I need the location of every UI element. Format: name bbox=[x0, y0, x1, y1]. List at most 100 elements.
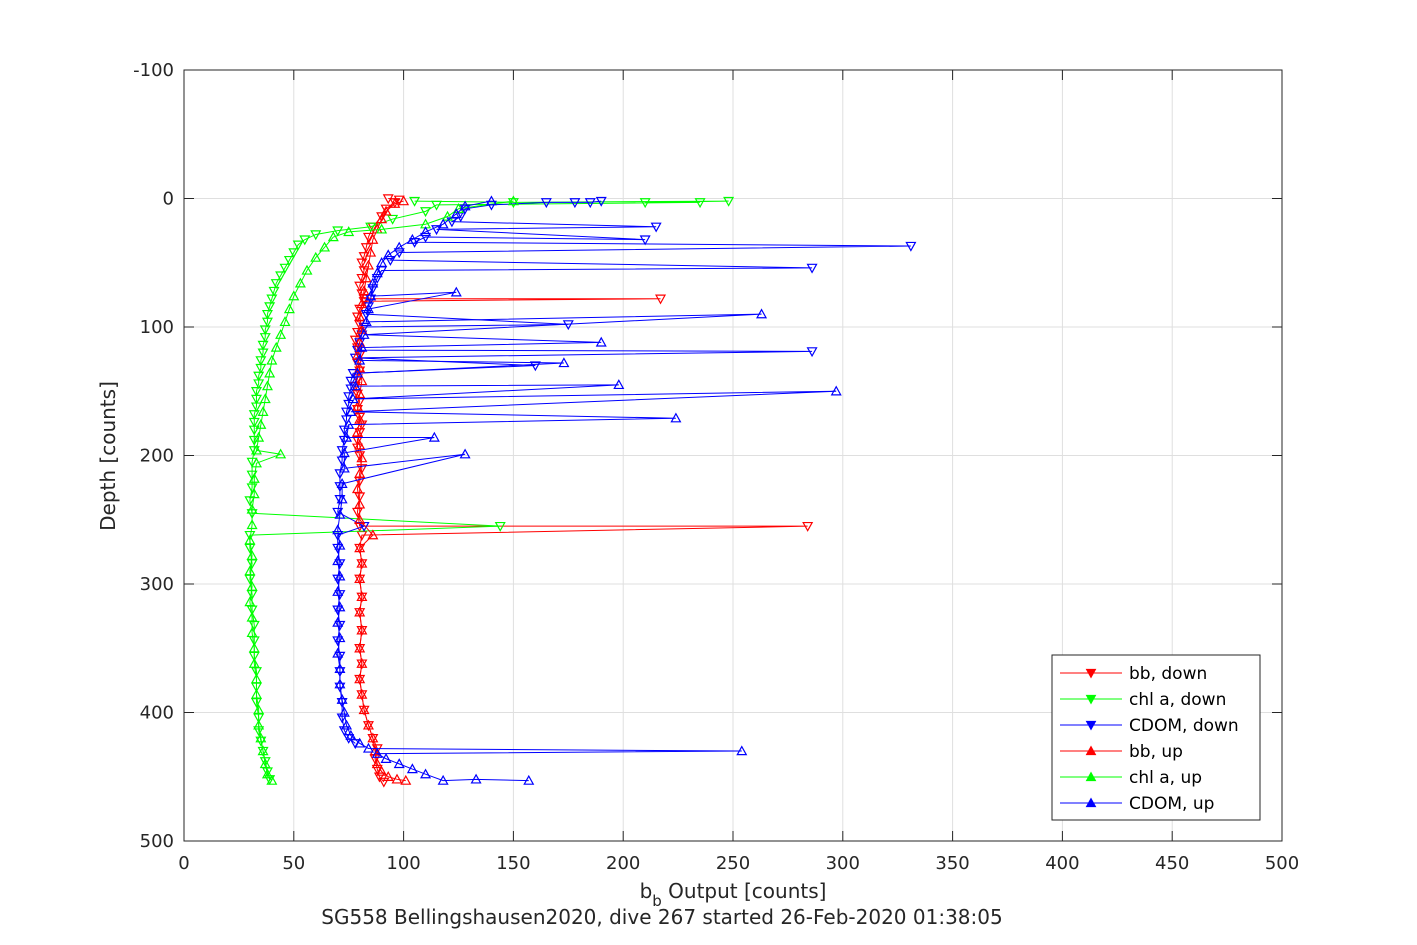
data-point bbox=[248, 425, 260, 436]
data-point bbox=[354, 354, 366, 365]
data-point bbox=[349, 380, 361, 391]
data-point bbox=[253, 379, 265, 390]
data-point bbox=[266, 774, 278, 785]
data-point bbox=[248, 410, 260, 421]
data-point bbox=[393, 248, 405, 259]
data-point bbox=[266, 294, 278, 305]
data-point bbox=[294, 277, 306, 288]
data-point bbox=[334, 632, 346, 643]
data-point bbox=[806, 347, 818, 358]
data-point bbox=[371, 764, 383, 775]
data-point bbox=[288, 290, 300, 301]
data-point bbox=[391, 773, 403, 784]
data-point bbox=[406, 233, 418, 244]
data-point bbox=[354, 439, 366, 450]
data-point bbox=[244, 565, 256, 576]
data-point bbox=[250, 387, 262, 397]
x-tick-label: 50 bbox=[282, 853, 305, 874]
data-point bbox=[384, 255, 396, 266]
data-point bbox=[356, 420, 368, 431]
data-point bbox=[354, 388, 366, 399]
x-tick-label: 250 bbox=[716, 853, 750, 874]
data-point bbox=[244, 530, 256, 541]
data-point bbox=[253, 704, 265, 715]
data-point bbox=[261, 768, 273, 779]
x-axis-label-rest: Output [counts] bbox=[662, 879, 827, 903]
data-point bbox=[336, 693, 348, 704]
data-point bbox=[409, 196, 421, 207]
data-point bbox=[378, 777, 390, 788]
data-point bbox=[371, 267, 383, 278]
data-point bbox=[275, 448, 287, 459]
data-point bbox=[354, 310, 366, 321]
y-tick-label: 500 bbox=[140, 831, 174, 852]
data-point bbox=[393, 758, 405, 769]
data-point bbox=[332, 616, 344, 627]
data-point bbox=[562, 320, 574, 331]
data-point bbox=[358, 328, 370, 339]
data-point bbox=[244, 596, 256, 607]
data-point bbox=[336, 446, 348, 457]
data-point bbox=[347, 393, 359, 404]
data-point bbox=[356, 341, 368, 352]
data-point bbox=[362, 232, 374, 243]
data-point bbox=[354, 673, 366, 684]
data-point bbox=[334, 508, 346, 519]
data-point bbox=[354, 514, 366, 524]
data-point bbox=[354, 304, 366, 315]
y-tick-label: 0 bbox=[163, 189, 174, 210]
data-point bbox=[343, 399, 355, 410]
data-point bbox=[340, 431, 353, 442]
data-point bbox=[431, 225, 443, 236]
series-4 bbox=[244, 195, 519, 785]
data-point bbox=[595, 336, 607, 347]
legend-label: bb, up bbox=[1129, 742, 1183, 762]
data-point bbox=[354, 737, 366, 748]
legend-marker bbox=[1085, 694, 1097, 705]
data-point bbox=[354, 573, 366, 584]
data-point bbox=[400, 774, 412, 785]
data-point bbox=[382, 771, 394, 781]
y-tick-label: 200 bbox=[140, 446, 174, 467]
data-point bbox=[802, 521, 814, 532]
data-point bbox=[255, 363, 267, 374]
data-point bbox=[376, 212, 388, 223]
data-point bbox=[338, 706, 350, 717]
data-point bbox=[806, 263, 818, 274]
y-tick-label: 300 bbox=[140, 574, 174, 595]
data-point bbox=[431, 200, 443, 211]
data-point bbox=[332, 555, 344, 566]
data-point bbox=[650, 222, 662, 233]
legend-entry: CDOM, up bbox=[1060, 794, 1214, 814]
legend-entry: CDOM, down bbox=[1060, 716, 1239, 736]
legend-entry: bb, down bbox=[1060, 664, 1207, 684]
data-point bbox=[351, 367, 364, 378]
legend-label: chl a, up bbox=[1129, 768, 1202, 788]
data-point bbox=[736, 745, 748, 756]
data-point bbox=[283, 255, 295, 266]
data-point bbox=[356, 375, 368, 386]
data-point bbox=[358, 285, 370, 296]
y-tick-label: 100 bbox=[140, 317, 174, 338]
data-point bbox=[470, 773, 482, 784]
data-point bbox=[334, 469, 346, 480]
data-point bbox=[246, 503, 258, 514]
legend-marker bbox=[1085, 668, 1097, 679]
data-point bbox=[292, 240, 304, 251]
data-point bbox=[428, 431, 440, 442]
data-point bbox=[349, 335, 361, 346]
data-point bbox=[270, 341, 282, 352]
x-tick-label: 350 bbox=[935, 853, 969, 874]
data-point bbox=[354, 606, 366, 617]
data-point bbox=[356, 624, 368, 635]
data-point bbox=[246, 549, 258, 560]
series-5 bbox=[332, 195, 842, 785]
data-point bbox=[354, 413, 366, 424]
data-point bbox=[362, 719, 374, 730]
y-tick-label: 400 bbox=[140, 703, 174, 724]
data-point bbox=[371, 758, 383, 769]
data-point bbox=[310, 230, 322, 241]
data-point bbox=[376, 765, 388, 776]
data-point bbox=[319, 241, 331, 252]
data-point bbox=[310, 251, 322, 262]
